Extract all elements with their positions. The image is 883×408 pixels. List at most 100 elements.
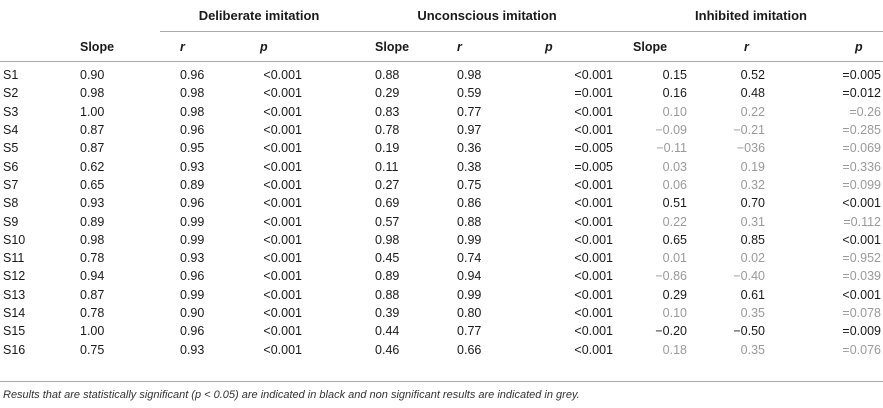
deliberate-r-cell: 0.93 bbox=[180, 159, 205, 174]
inhibited-slope-cell: 0.01 bbox=[662, 251, 688, 266]
col-inhibited-p: p bbox=[855, 40, 863, 54]
group-unconscious: Unconscious imitation bbox=[355, 0, 620, 33]
unconscious-slope-cell: 0.46 bbox=[375, 342, 400, 357]
unconscious-slope-cell: 0.19 bbox=[375, 141, 400, 156]
deliberate-slope-cell: 0.87 bbox=[80, 287, 105, 302]
deliberate-slope-cell: 0.78 bbox=[80, 251, 105, 266]
deliberate-slope-cell: 0.93 bbox=[80, 196, 105, 211]
deliberate-p-cell: <0.001 bbox=[263, 342, 303, 357]
inhibited-p-cell: =0.952 bbox=[842, 251, 882, 266]
deliberate-r-cell: 0.95 bbox=[180, 141, 205, 156]
table-row: S6 0.62 0.93 <0.001 0.11 0.38 =0.005 0.03 0.19 =0… bbox=[0, 157, 883, 175]
deliberate-r-cell: 0.93 bbox=[180, 342, 205, 357]
deliberate-p-cell: <0.001 bbox=[263, 214, 303, 229]
unconscious-p-cell: <0.001 bbox=[574, 324, 614, 339]
deliberate-slope-cell: 0.87 bbox=[80, 141, 105, 156]
table-footnote: Results that are statistically significa… bbox=[3, 389, 580, 401]
inhibited-r-cell: −0.50 bbox=[733, 324, 766, 339]
unconscious-slope-cell: 0.11 bbox=[375, 159, 399, 174]
deliberate-p-cell: <0.001 bbox=[263, 269, 303, 284]
deliberate-slope-cell: 0.94 bbox=[80, 269, 105, 284]
inhibited-r-cell: 0.52 bbox=[740, 68, 766, 83]
group-inhibited: Inhibited imitation bbox=[619, 0, 883, 33]
table-row: S8 0.93 0.96 <0.001 0.69 0.86 <0.001 0.51 0.70 <0… bbox=[0, 194, 883, 212]
deliberate-r-cell: 0.96 bbox=[180, 269, 205, 284]
unconscious-p-cell: <0.001 bbox=[574, 177, 614, 192]
imitation-results-table: Deliberate imitation Unconscious imitati… bbox=[0, 0, 883, 358]
deliberate-p-cell: <0.001 bbox=[263, 232, 303, 247]
deliberate-p-cell: <0.001 bbox=[263, 196, 303, 211]
inhibited-r-cell: −036 bbox=[736, 141, 766, 156]
inhibited-r-cell: 0.32 bbox=[740, 177, 766, 192]
unconscious-slope-cell: 0.57 bbox=[375, 214, 400, 229]
deliberate-r-cell: 0.93 bbox=[180, 251, 205, 266]
unconscious-p-cell: =0.001 bbox=[574, 86, 614, 101]
inhibited-p-cell: =0.285 bbox=[842, 123, 882, 138]
inhibited-r-cell: 0.19 bbox=[740, 159, 766, 174]
inhibited-p-cell: =0.009 bbox=[842, 324, 882, 339]
inhibited-p-cell: <0.001 bbox=[842, 232, 882, 247]
deliberate-p-cell: <0.001 bbox=[263, 251, 303, 266]
subject-cell: S8 bbox=[3, 196, 19, 211]
inhibited-p-cell: <0.001 bbox=[842, 287, 882, 302]
subject-cell: S4 bbox=[3, 123, 19, 138]
deliberate-slope-cell: 0.98 bbox=[80, 86, 105, 101]
table-row: S1 0.90 0.96 <0.001 0.88 0.98 <0.001 0.15 0.52 =0… bbox=[0, 62, 883, 85]
col-unconscious-slope: Slope bbox=[375, 40, 410, 54]
deliberate-p-cell: <0.001 bbox=[263, 287, 303, 302]
unconscious-p-cell: <0.001 bbox=[574, 232, 614, 247]
unconscious-p-cell: =0.005 bbox=[574, 141, 614, 156]
unconscious-r-cell: 0.59 bbox=[457, 86, 482, 101]
unconscious-slope-cell: 0.89 bbox=[375, 269, 400, 284]
unconscious-slope-cell: 0.83 bbox=[375, 104, 400, 119]
deliberate-p-cell: <0.001 bbox=[263, 68, 303, 83]
unconscious-p-cell: <0.001 bbox=[574, 342, 614, 357]
inhibited-p-cell: =0.078 bbox=[842, 306, 882, 320]
col-deliberate-slope: Slope bbox=[80, 40, 115, 54]
inhibited-r-cell: 0.22 bbox=[740, 104, 766, 119]
unconscious-r-cell: 0.98 bbox=[457, 68, 482, 83]
subject-cell: S2 bbox=[3, 86, 19, 101]
unconscious-r-cell: 0.77 bbox=[457, 104, 482, 119]
unconscious-r-cell: 0.38 bbox=[457, 159, 482, 174]
table-row: S12 0.94 0.96 <0.001 0.89 0.94 <0.001 −0.86 −0.4… bbox=[0, 267, 883, 285]
subject-cell: S1 bbox=[3, 68, 19, 83]
inhibited-slope-cell: 0.29 bbox=[662, 287, 688, 302]
inhibited-slope-cell: 0.22 bbox=[662, 214, 688, 229]
deliberate-p-cell: <0.001 bbox=[263, 141, 303, 156]
inhibited-slope-cell: 0.10 bbox=[662, 306, 688, 320]
table-row: S10 0.98 0.99 <0.001 0.98 0.99 <0.001 0.65 0.85 <… bbox=[0, 231, 883, 249]
inhibited-slope-cell: 0.18 bbox=[662, 342, 688, 357]
inhibited-slope-cell: 0.10 bbox=[662, 104, 688, 119]
subject-cell: S16 bbox=[3, 342, 26, 357]
unconscious-slope-cell: 0.29 bbox=[375, 86, 400, 101]
deliberate-p-cell: <0.001 bbox=[263, 104, 303, 119]
subject-cell: S14 bbox=[3, 306, 26, 320]
inhibited-r-cell: 0.35 bbox=[740, 342, 766, 357]
subject-cell: S6 bbox=[3, 159, 19, 174]
unconscious-r-cell: 0.99 bbox=[457, 232, 482, 247]
deliberate-r-cell: 0.98 bbox=[180, 86, 205, 101]
deliberate-p-cell: <0.001 bbox=[263, 159, 303, 174]
deliberate-p-cell: <0.001 bbox=[263, 123, 303, 138]
inhibited-p-cell: <0.001 bbox=[842, 196, 882, 211]
inhibited-slope-cell: 0.15 bbox=[662, 68, 688, 83]
unconscious-r-cell: 0.97 bbox=[457, 123, 482, 138]
unconscious-p-cell: <0.001 bbox=[574, 123, 614, 138]
inhibited-p-cell: =0.076 bbox=[842, 342, 882, 357]
table-row: S16 0.75 0.93 <0.001 0.46 0.66 <0.001 0.18 0.35 =… bbox=[0, 340, 883, 358]
inhibited-slope-cell: 0.03 bbox=[662, 159, 688, 174]
deliberate-r-cell: 0.96 bbox=[180, 123, 205, 138]
deliberate-r-cell: 0.90 bbox=[180, 306, 205, 320]
deliberate-slope-cell: 0.62 bbox=[80, 159, 105, 174]
sub-header-row: Slope r p Slope r p Slope r p bbox=[0, 33, 883, 62]
inhibited-r-cell: 0.02 bbox=[740, 251, 766, 266]
inhibited-slope-cell: 0.16 bbox=[662, 86, 688, 101]
unconscious-r-cell: 0.75 bbox=[457, 177, 482, 192]
unconscious-p-cell: <0.001 bbox=[574, 214, 614, 229]
inhibited-slope-cell: 0.65 bbox=[662, 232, 688, 247]
deliberate-p-cell: <0.001 bbox=[263, 177, 303, 192]
subject-cell: S5 bbox=[3, 141, 19, 156]
deliberate-slope-cell: 1.00 bbox=[80, 104, 105, 119]
unconscious-p-cell: <0.001 bbox=[574, 251, 614, 266]
